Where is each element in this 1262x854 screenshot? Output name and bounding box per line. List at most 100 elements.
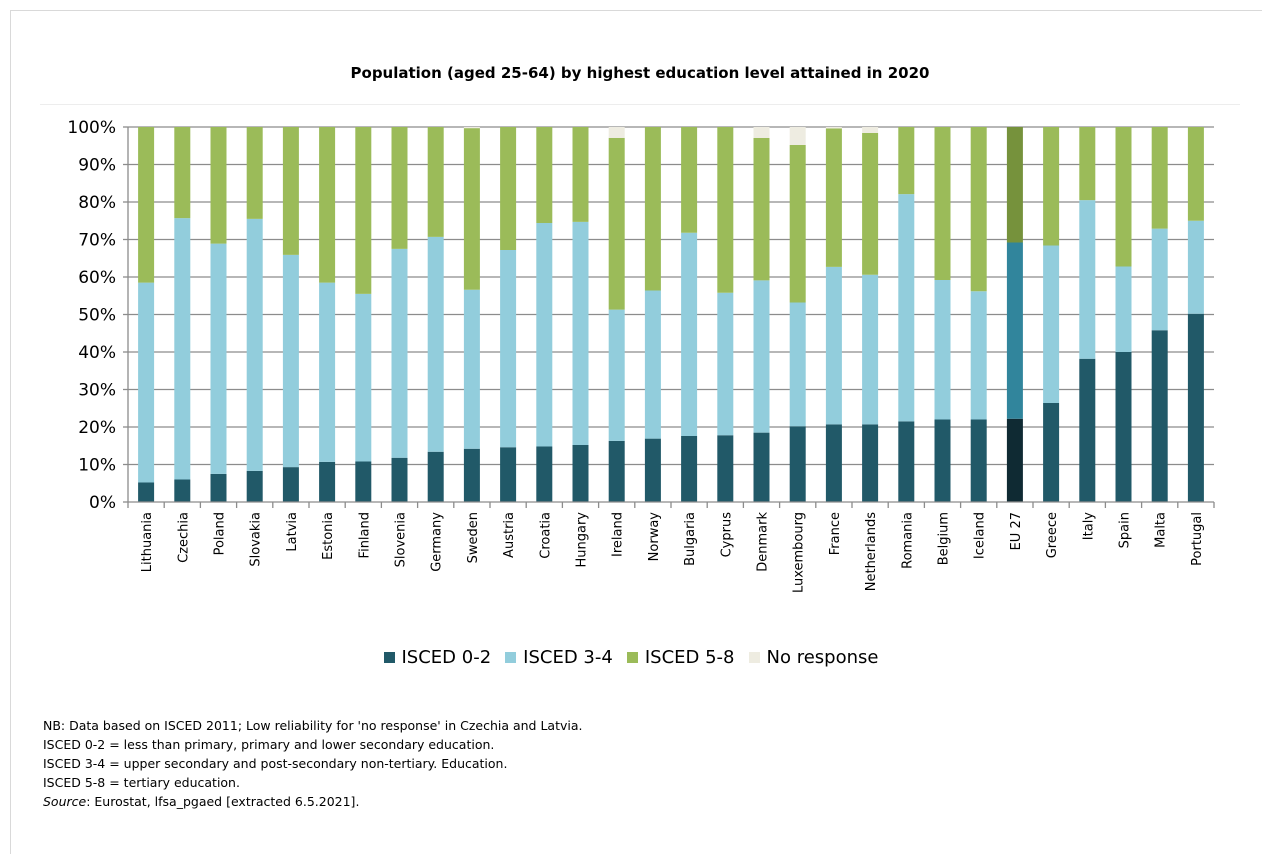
bar-segment <box>753 280 770 433</box>
bar-segment <box>717 292 734 436</box>
x-tick-label: Iceland <box>973 512 988 559</box>
x-tick-label: Spain <box>1118 512 1133 548</box>
bar-segment <box>427 236 444 452</box>
bar-segment <box>138 127 155 283</box>
bar-segment <box>463 127 480 129</box>
bar-segment <box>174 127 191 219</box>
x-tick-label: Hungary <box>575 512 590 568</box>
x-tick-label: Austria <box>502 512 517 558</box>
bar-segment <box>463 448 480 502</box>
bar-segment <box>1043 403 1060 502</box>
bar-segment <box>355 127 372 294</box>
bar-segment <box>681 436 698 502</box>
bar-segment <box>608 440 625 502</box>
bar-segment <box>825 266 842 425</box>
bar-segment <box>898 127 915 195</box>
x-tick-label: Slovenia <box>394 512 409 567</box>
source-text: : Eurostat, lfsa_pgaed [extracted 6.5.20… <box>86 794 360 809</box>
note-line-isced-5-8: ISCED 5-8 = tertiary education. <box>43 775 240 790</box>
bar-segment <box>282 127 299 255</box>
bar-segment <box>681 232 698 436</box>
bar-segment <box>1115 127 1132 267</box>
x-tick-label: Croatia <box>538 512 553 559</box>
bar-segment <box>753 432 770 502</box>
bar-segment <box>753 127 770 138</box>
y-tick-label: 60% <box>78 268 116 288</box>
y-tick-label: 30% <box>78 381 116 401</box>
bar-segment <box>644 127 661 291</box>
bar-segment <box>898 194 915 422</box>
bar-segment <box>427 127 444 237</box>
x-tick-label: Slovakia <box>249 512 264 567</box>
bar-segment <box>1043 245 1060 403</box>
bar-segment <box>463 289 480 449</box>
bar-segment <box>174 218 191 480</box>
bar-segment <box>572 445 589 502</box>
bar-segment <box>608 309 625 441</box>
x-tick-label: Estonia <box>321 512 336 560</box>
bar-segment <box>1006 127 1023 243</box>
bar-segment <box>500 250 517 448</box>
bar-segment <box>717 127 734 293</box>
bar-segment <box>970 419 987 502</box>
legend-item: ISCED 5-8 <box>626 647 735 668</box>
y-tick-label: 0% <box>89 493 116 513</box>
bar-segment <box>463 128 480 290</box>
x-tick-label: Bulgaria <box>683 512 698 566</box>
bar-segment <box>391 457 408 502</box>
bar-segment <box>210 127 227 244</box>
x-tick-label: Romania <box>900 512 915 569</box>
bar-segment <box>246 218 263 471</box>
x-tick-label: Portugal <box>1190 512 1205 566</box>
x-tick-label: Poland <box>213 512 228 555</box>
bar-segment <box>1006 418 1023 502</box>
y-tick-label: 100% <box>67 118 116 138</box>
bar-segment <box>608 127 625 138</box>
bar-segment <box>934 127 951 280</box>
bar-segment <box>862 424 879 502</box>
bar-segment <box>500 127 517 250</box>
x-tick-label: Malta <box>1154 512 1169 548</box>
legend-label: ISCED 3-4 <box>523 647 613 668</box>
bar-segment <box>282 254 299 468</box>
x-tick-label: Germany <box>430 512 445 572</box>
x-tick-label: Greece <box>1045 512 1060 558</box>
bar-segment <box>862 133 879 275</box>
bar-segment <box>789 145 806 303</box>
bar-segment <box>970 127 987 292</box>
x-tick-label: Luxembourg <box>792 512 807 593</box>
bar-segment <box>970 291 987 420</box>
bar-segment <box>1187 127 1204 221</box>
x-tick-label: Belgium <box>937 512 952 565</box>
bar-segment <box>1115 266 1132 352</box>
stacked-bar-chart: 0% 10% 20% 30% 40% 50% 60% 70% 80% 90% 100% Lithuan… <box>67 118 1215 593</box>
bar-segment <box>500 447 517 502</box>
x-tick-label: Netherlands <box>864 512 879 591</box>
bar-segment <box>825 424 842 502</box>
bar-segment <box>717 435 734 502</box>
legend-label: No response <box>766 647 879 668</box>
bar-segment <box>825 128 842 267</box>
note-line-source: Source: Eurostat, lfsa_pgaed [extracted … <box>43 792 583 811</box>
bar-segment <box>536 446 553 502</box>
bar-segment <box>753 137 770 281</box>
bar-segment <box>572 221 589 445</box>
bar-segment <box>1006 242 1023 419</box>
bar-segment <box>1115 352 1132 502</box>
bar-segment <box>1187 313 1204 502</box>
x-tick-label: Sweden <box>466 512 481 563</box>
bar-segment <box>825 127 842 129</box>
note-line-isced-3-4: ISCED 3-4 = upper secondary and post-sec… <box>43 756 508 771</box>
bar-segment <box>391 127 408 249</box>
bar-segment <box>210 243 227 474</box>
legend-swatch <box>505 652 517 663</box>
bar-segment <box>934 280 951 420</box>
legend-item: No response <box>748 647 879 668</box>
bar-segment <box>1187 220 1204 314</box>
bar-segment <box>246 127 263 219</box>
bar-segment <box>536 127 553 223</box>
bar-segment <box>319 127 336 283</box>
bar-segment <box>898 421 915 502</box>
source-label: Source <box>43 794 87 809</box>
bar-segment <box>572 127 589 222</box>
